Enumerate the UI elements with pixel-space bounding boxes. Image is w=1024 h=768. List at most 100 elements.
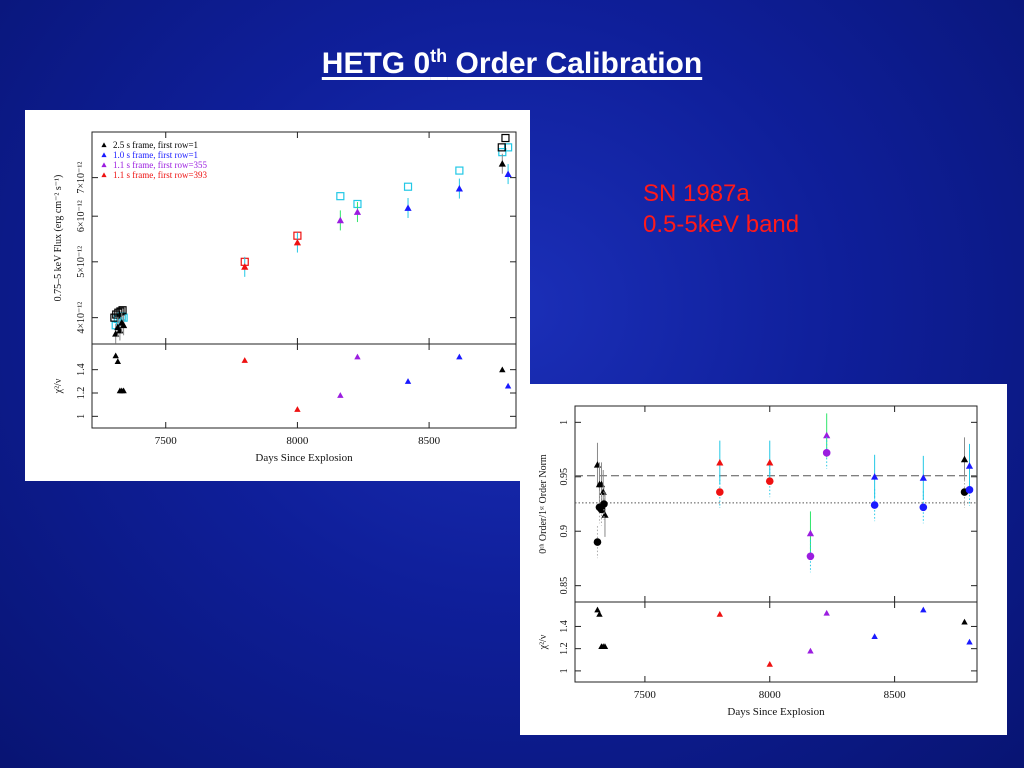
- annotation-object: SN 1987a: [643, 180, 750, 207]
- model-square-marker: [336, 192, 345, 201]
- chi2-triangle-black: [594, 606, 601, 613]
- chi2-triangle-purple: [354, 353, 361, 360]
- legend-marker: [101, 172, 107, 178]
- model-square-marker: [497, 143, 506, 152]
- x-tick-label: 8500: [884, 689, 907, 701]
- chi2-triangle-blue: [920, 606, 927, 613]
- y-axis-label: 0ᵗʰ Order/1ˢᵗ Order Norm: [538, 454, 549, 554]
- data-triangle-red: [293, 238, 302, 246]
- data-triangle-black: [593, 461, 602, 468]
- chi2-triangle-black: [961, 618, 968, 625]
- x-tick-label: 8000: [286, 435, 309, 447]
- y-tick-label: 7×10⁻¹²: [76, 162, 87, 194]
- y-tick-label: 0.85: [559, 577, 570, 595]
- y-tick-label: 0.95: [559, 468, 570, 486]
- data-triangle-blue: [455, 184, 463, 192]
- data-triangle-blue: [965, 462, 974, 469]
- annotation-band: 0.5-5keV band: [643, 211, 800, 238]
- data-circle-black: [593, 538, 602, 546]
- chi2-triangle-blue: [404, 378, 412, 384]
- legend-label: 1.0 s frame, first row=1: [113, 150, 198, 160]
- data-circle-black: [600, 500, 608, 508]
- chi2-triangle-red: [241, 357, 248, 363]
- model-square-marker: [114, 308, 123, 317]
- y2-tick-label: 1: [559, 668, 570, 673]
- flux-figure: 7500 8000 8500 Days Since Explosion 4×10⁻¹² 5…: [25, 110, 530, 481]
- chi2-triangle-black: [120, 387, 127, 394]
- chi2-triangle-purple: [823, 609, 830, 616]
- chi2-triangle-red: [766, 661, 773, 667]
- data-triangle-purple: [806, 529, 815, 537]
- data-triangle-blue: [404, 204, 412, 211]
- data-triangle-blue: [919, 474, 927, 481]
- chi2-triangle-black: [601, 643, 609, 650]
- data-triangle-blue: [871, 473, 879, 480]
- chi2-triangle-blue: [966, 638, 973, 645]
- y-tick-label: 0.9: [559, 525, 570, 538]
- chi2-triangle-black: [114, 358, 122, 365]
- x-axis-label: Days Since Explosion: [727, 706, 825, 718]
- data-circle-red: [716, 488, 724, 496]
- y-tick-label: 4×10⁻¹²: [76, 302, 87, 334]
- data-triangle-purple: [823, 431, 831, 439]
- legend-label: 1.1 s frame, first row=355: [113, 160, 208, 170]
- data-circle-blue: [870, 501, 879, 509]
- data-triangle-red: [241, 263, 249, 270]
- chi2-triangle-black: [596, 611, 603, 617]
- norm-ratio-chart: 7500 8000 8500 Days Since Explosion 0.85 0.9 0…: [538, 405, 978, 718]
- chi2-triangle-purple: [337, 392, 344, 398]
- y2-tick-label: 1.2: [76, 387, 87, 400]
- model-square-marker: [455, 166, 464, 175]
- y2-tick-label: 1: [76, 414, 87, 419]
- y2-tick-label: 1.2: [559, 642, 570, 655]
- model-square-marker: [503, 143, 513, 152]
- annotation: SN 1987a 0.5-5keV band: [643, 178, 799, 240]
- data-triangle-black: [601, 511, 609, 518]
- y-tick-label: 5×10⁻¹²: [76, 246, 87, 278]
- data-triangle-black: [498, 160, 506, 167]
- chi2-panel-frame: [574, 601, 978, 683]
- norm-ratio-figure: 7500 8000 8500 Days Since Explosion 0.85 0.9 0…: [520, 384, 1007, 735]
- x-tick-label: 7500: [634, 689, 657, 701]
- data-triangle-red: [716, 459, 724, 466]
- legend-marker: [101, 142, 107, 148]
- chi2-triangle-purple: [807, 647, 814, 654]
- x-axis-label: Days Since Explosion: [255, 452, 353, 464]
- data-triangle-black: [960, 455, 969, 463]
- x-tick-label: 8500: [418, 435, 441, 447]
- flux-chart: 7500 8000 8500 Days Since Explosion 4×10⁻¹² 5…: [53, 131, 517, 464]
- chi2-triangle-blue: [871, 633, 878, 640]
- model-square-marker: [403, 182, 413, 191]
- y2-tick-label: 1.4: [76, 363, 87, 376]
- y-tick-label: 6×10⁻¹²: [76, 200, 87, 232]
- chi2-triangle-blue: [456, 353, 463, 360]
- y-tick-label: 1: [559, 420, 570, 425]
- y2-tick-label: 1.4: [559, 620, 570, 633]
- y2-axis-label: χ²/ν: [53, 378, 64, 394]
- data-circle-red: [765, 477, 774, 485]
- chi2-triangle-black: [112, 352, 119, 359]
- chi2-triangle-red: [294, 406, 301, 412]
- model-square-marker: [501, 133, 510, 143]
- y2-axis-label: χ²/ν: [538, 634, 549, 650]
- chi2-panel-frame: [91, 343, 517, 429]
- legend-label: 2.5 s frame, first row=1: [113, 140, 198, 150]
- slide-title: HETG 0th Order Calibration: [321, 46, 703, 80]
- data-triangle-blue: [504, 170, 512, 177]
- x-tick-label: 7500: [155, 435, 178, 447]
- legend-label: 1.1 s frame, first row=393: [113, 170, 208, 180]
- y-axis-label: 0.75–5 keV Flux (erg cm⁻² s⁻¹): [53, 175, 64, 302]
- data-triangle-purple: [336, 216, 344, 224]
- data-circle-blue: [919, 503, 928, 512]
- chi2-triangle-blue: [504, 382, 512, 389]
- data-triangle-purple: [353, 208, 362, 215]
- chi2-triangle-red: [716, 611, 724, 617]
- model-square-marker: [116, 307, 125, 316]
- model-square-marker: [118, 306, 127, 315]
- legend-marker: [101, 162, 107, 168]
- data-circle-purple: [806, 552, 815, 561]
- legend-marker: [101, 152, 107, 158]
- data-triangle-black: [120, 321, 128, 329]
- data-triangle-black: [599, 488, 607, 495]
- data-triangle-red: [766, 459, 774, 466]
